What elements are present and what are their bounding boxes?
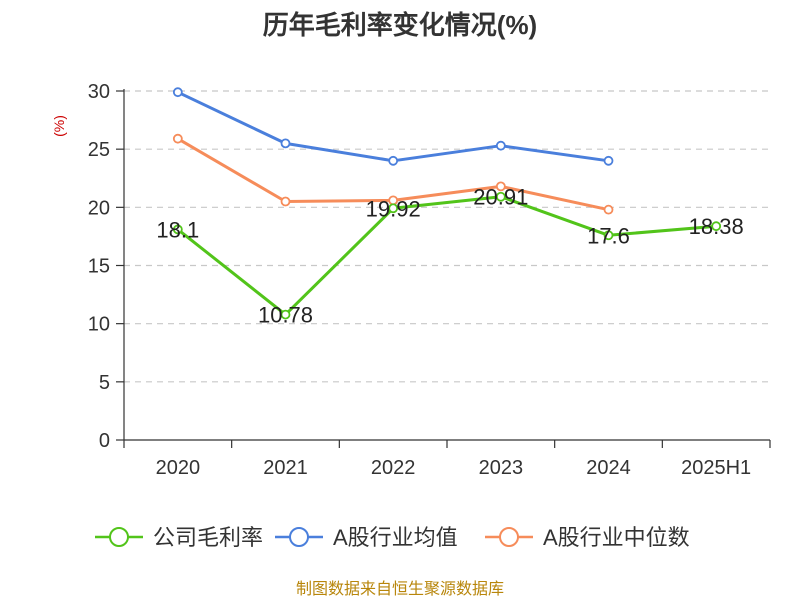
data-label-2022: 19.92 — [366, 196, 421, 221]
x-tick-label-2020: 2020 — [156, 457, 201, 479]
x-tick-label-2021: 2021 — [263, 457, 308, 479]
legend: 公司毛利率 A股行业均值 A股行业中位数 — [95, 525, 690, 550]
y-tick-label-15: 15 — [88, 256, 110, 278]
series-0-point-2020 — [172, 224, 183, 235]
legend-item-1: A股行业均值 — [275, 525, 458, 550]
x-tick-labels: 2020 2021 2022 2023 2024 2025H1 — [156, 457, 752, 479]
legend-swatch-marker-2 — [499, 527, 519, 547]
legend-item-2: A股行业中位数 — [485, 525, 690, 550]
series-0-point-2022 — [388, 203, 399, 214]
series-0-point-2023 — [495, 191, 506, 202]
x-tick-label-2024: 2024 — [586, 457, 631, 479]
series-layer — [172, 87, 722, 320]
y-tick-label-25: 25 — [88, 139, 110, 161]
y-tick-label-30: 30 — [88, 81, 110, 103]
data-label-2021: 10.78 — [258, 303, 313, 328]
series-0-point-2025H1 — [711, 221, 722, 232]
series-1-point-2021 — [280, 138, 291, 149]
chart-title: 历年毛利率变化情况(%) — [263, 10, 537, 40]
data-label-2024: 17.6 — [587, 223, 630, 248]
series-1-line — [177, 90, 609, 163]
series-2-point-2024 — [603, 204, 614, 215]
series-1-point-2024 — [603, 155, 614, 166]
series-0-point-2024 — [603, 230, 614, 241]
legend-label-1: A股行业均值 — [333, 525, 458, 550]
x-tick-label-2025H1: 2025H1 — [681, 457, 751, 479]
x-tick-label-2023: 2023 — [479, 457, 524, 479]
y-tick-label-10: 10 — [88, 314, 110, 336]
legend-item-0: 公司毛利率 — [95, 525, 263, 550]
legend-label-0: 公司毛利率 — [153, 525, 263, 550]
series-0-point-2021 — [280, 309, 291, 320]
grid-lines — [124, 90, 770, 383]
y-tick-label-5: 5 — [99, 372, 110, 394]
legend-swatch-marker-0 — [109, 527, 129, 547]
legend-swatch-marker-1 — [289, 527, 309, 547]
y-axis-label: (%) — [51, 115, 67, 137]
series-1-point-2022 — [388, 155, 399, 166]
data-label-2023: 20.91 — [473, 185, 528, 210]
axes — [116, 89, 771, 448]
series-2-point-2020 — [172, 133, 183, 144]
y-tick-label-0: 0 — [99, 430, 110, 452]
series-0-line — [176, 195, 717, 317]
legend-label-2: A股行业中位数 — [543, 525, 690, 550]
y-tick-label-20: 20 — [88, 197, 110, 219]
y-tick-labels: 0 5 10 15 20 25 30 — [88, 81, 110, 452]
series-2-point-2023 — [495, 181, 506, 192]
x-tick-label-2022: 2022 — [371, 457, 416, 479]
series-1-point-2023 — [495, 140, 506, 151]
source-note: 制图数据来自恒生聚源数据库 — [296, 580, 504, 598]
data-labels: 18.1 10.78 19.92 20.91 17.6 18.38 — [156, 185, 743, 328]
series-1-point-2020 — [172, 87, 183, 98]
series-2-point-2021 — [280, 196, 291, 207]
data-label-2025H1: 18.38 — [689, 214, 744, 239]
data-label-2020: 18.1 — [156, 217, 199, 242]
